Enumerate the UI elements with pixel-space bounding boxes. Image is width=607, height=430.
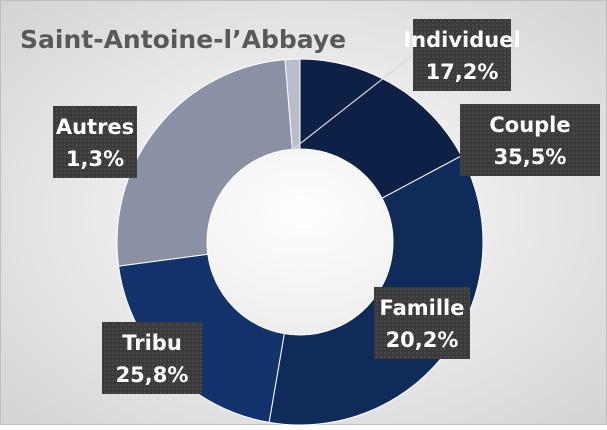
category-label: Autres [56,115,134,139]
chart-title: Saint-Antoine-l’Abbaye [20,25,346,54]
leader-line [291,54,414,151]
value-label: 1,3% [66,147,124,171]
category-label: Individuel [403,28,520,52]
label-box [374,287,470,359]
value-label: 20,2% [386,328,459,352]
value-label: 17,2% [426,60,499,84]
category-label: Famille [379,296,464,320]
donut-slice [116,59,293,267]
value-label: 25,8% [116,363,189,387]
label-box [460,104,600,176]
label-box [413,19,511,91]
label-box [53,106,137,178]
category-label: Tribu [122,331,182,355]
category-label: Couple [489,113,570,137]
value-label: 35,5% [494,145,567,169]
donut-slice [299,58,463,199]
label-box [102,322,202,394]
